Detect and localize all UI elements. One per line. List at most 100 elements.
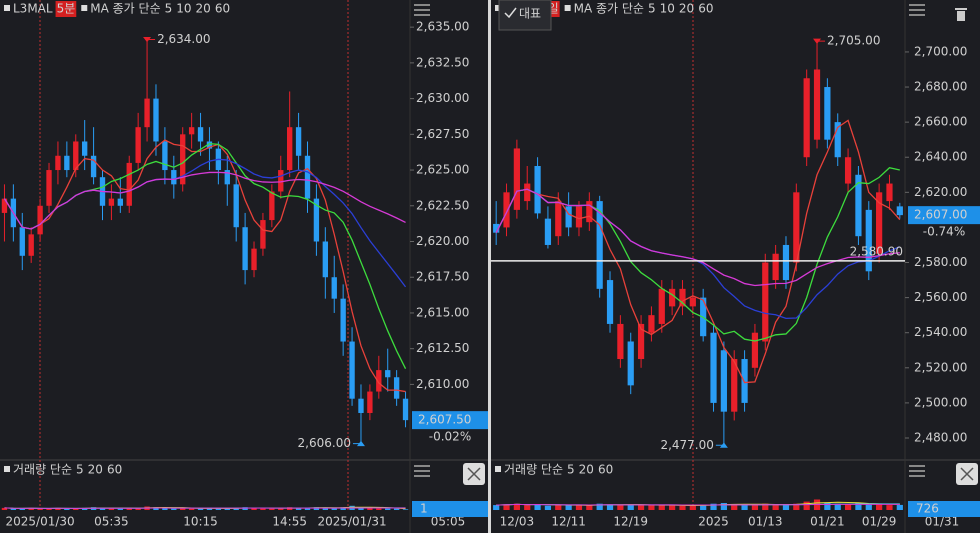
y-tick-label: 2,615.00 [416,305,469,319]
y-tick-label: 2,620.00 [914,185,967,199]
volume-bar [586,505,593,510]
high-label: 2,705.00 [827,34,880,48]
ma-period: 60 [698,2,713,16]
divider [488,0,491,533]
y-tick-label: 2,640.00 [914,150,967,164]
candle-body [313,198,320,242]
candle-body [534,166,541,214]
volume-bar [658,505,665,510]
y-tick-label: 2,580.00 [914,255,967,269]
close-button[interactable] [463,463,485,485]
menu-icon[interactable] [414,4,430,16]
candle-body [524,183,531,202]
volume-bar [513,503,520,510]
x-tick-label: 01/29 [862,515,897,529]
current-change: -0.74% [923,225,965,239]
current-price-label: 2,607.50 [418,413,471,427]
volume-bar [322,507,328,510]
volume-bar [171,508,177,510]
candle-body [108,198,115,206]
volume-bar [402,509,409,510]
close-button[interactable] [956,463,978,485]
candle-body [503,192,510,228]
legend-marker [4,466,10,472]
y-tick-label: 2,500.00 [914,395,967,409]
volume-bar [278,508,284,510]
volume-bar [1,507,8,510]
candle-body [224,170,230,185]
volume-bar [575,505,583,510]
volume-bar [55,507,61,510]
candle-body [637,323,645,360]
x-tick-label: 12/19 [613,515,648,529]
candle-body [385,370,391,378]
y-tick-label: 2,520.00 [914,360,967,374]
y-tick-label: 2,660.00 [914,115,967,129]
volume-bar [215,508,222,510]
candle-body [658,288,665,324]
y-tick-label: 2,635.00 [416,20,469,34]
volume-bar [555,505,562,510]
candle-body [493,223,500,233]
period-badge [55,1,77,17]
menu-icon[interactable] [909,4,925,16]
volume-bar [162,507,168,510]
volume-bar [669,505,676,510]
candle-body [135,127,141,163]
volume-bar [824,503,831,510]
volume-ma-period: 5 [76,463,84,477]
volume-bar [367,507,373,510]
candle-body [741,359,748,403]
menu-icon[interactable] [414,465,430,477]
candle-body [544,218,552,245]
candle-body [844,157,852,184]
volume-ma-period: 5 [567,463,575,477]
trash-icon[interactable] [955,8,967,21]
candle-body [260,220,266,249]
candle-body [896,206,903,216]
volume-label: 거래량 단순 [13,463,72,477]
current-change: -0.02% [429,430,471,444]
candle-body [117,198,123,206]
high-marker [813,38,826,45]
volume-current-box [908,501,980,517]
button-label: 대표 [519,7,541,21]
volume-bar [493,505,500,510]
x-tick-label: 2025/01/31 [317,515,386,529]
legend-marker [495,466,501,472]
x-tick-label: 14:55 [272,515,307,529]
volume-bar [295,507,302,510]
candle-body [886,183,893,202]
x-tick-label: 10:15 [183,515,218,529]
volume-bar [782,505,790,510]
y-tick-label: 2,560.00 [914,290,967,304]
volume-bar [700,505,707,510]
candle-body [197,127,204,142]
y-tick-label: 2,632.50 [416,55,469,69]
candle-body [206,141,213,149]
candle-body [126,162,132,206]
ma-period: 60 [215,2,230,16]
volume-bar [135,507,141,510]
volume-ma-period: 60 [598,463,613,477]
menu-icon[interactable] [909,465,925,477]
legend-marker [81,5,88,11]
candle-body [358,398,364,413]
volume-bar [565,505,572,510]
candle-body [813,69,821,140]
volume-bar [108,508,115,510]
candle-body [171,170,177,185]
candle-body [731,359,738,412]
y-tick-label: 2,622.50 [416,198,469,212]
candle-body [679,288,686,307]
candle-body [710,332,717,403]
volume-bar [19,508,25,510]
volume-bar [762,503,769,510]
candle-body [855,174,862,237]
volume-ma-period: 20 [579,463,594,477]
volume-ma-period: 60 [107,463,122,477]
candle-body [278,170,284,192]
volume-bar [251,507,257,510]
volume-bar [37,508,43,510]
current-price-label: 2,607.00 [914,208,967,222]
